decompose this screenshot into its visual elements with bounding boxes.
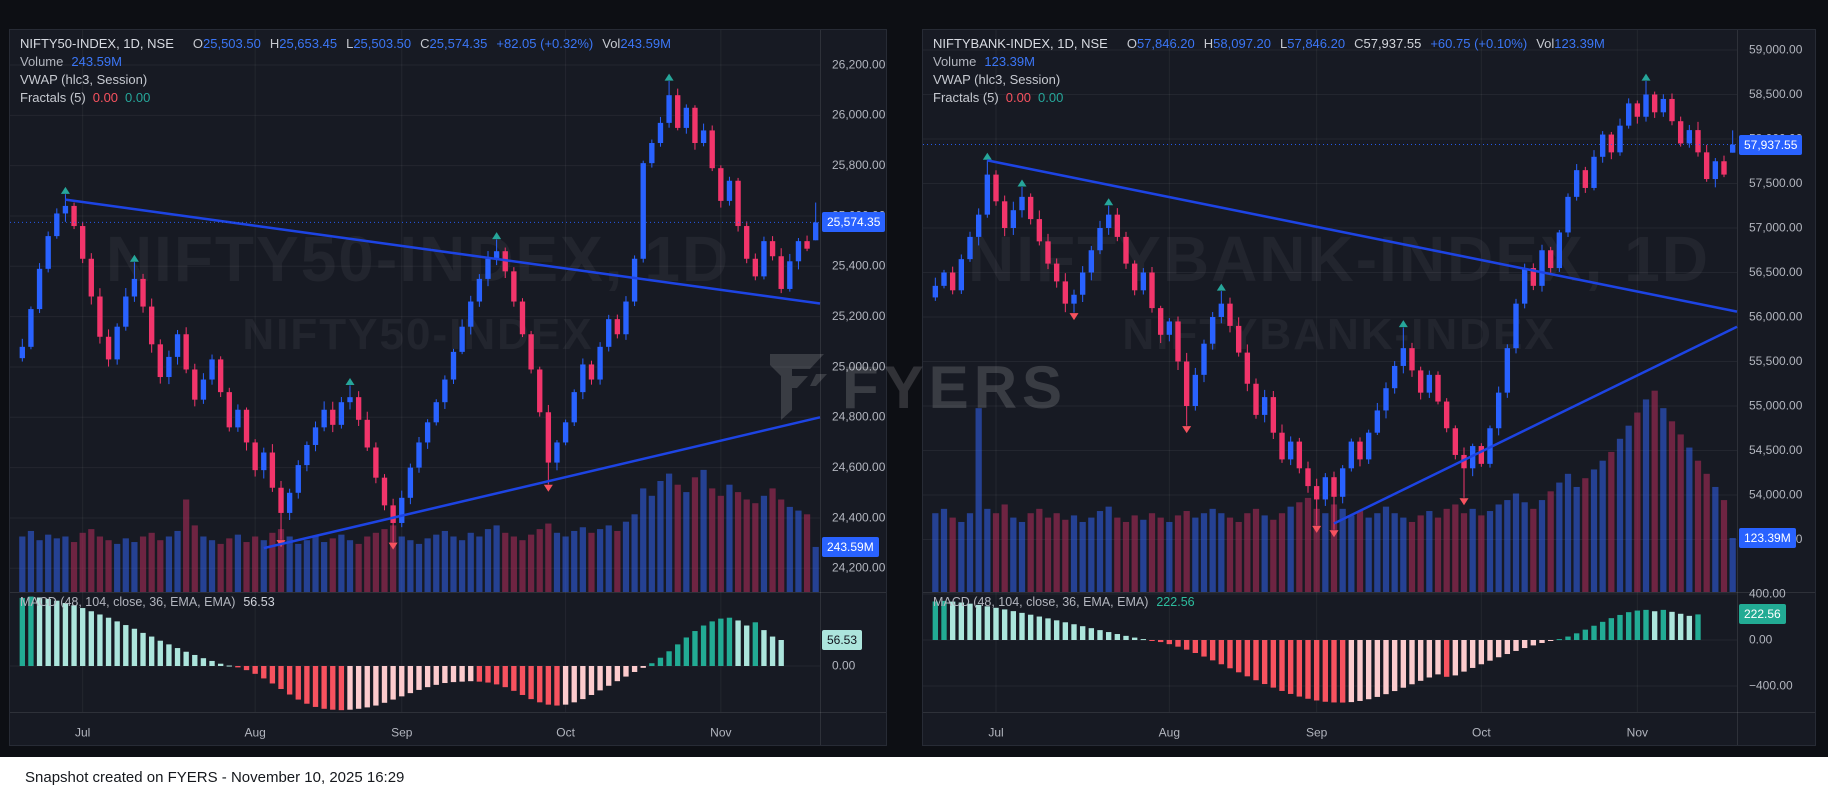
chart-legend: NIFTYBANK-INDEX, 1D, NSE O57,846.20 H58,09…	[933, 35, 1605, 107]
macd-legend-row: MACD (48, 104, close, 36, EMA, EMA) 222.5…	[933, 595, 1195, 609]
macd-legend-row: MACD (48, 104, close, 36, EMA, EMA) 56.53	[20, 595, 275, 609]
macd-indicator-value: 56.53	[243, 595, 275, 609]
low-label: L	[346, 36, 354, 51]
vol-label: Vol	[1536, 36, 1555, 51]
low-value: 25,503.50	[353, 36, 412, 51]
high-label: H	[1203, 36, 1214, 51]
volume-badge: 243.59M	[822, 536, 879, 557]
fractals-down-value: 0.00	[1005, 90, 1032, 105]
chart-panel-nifty50: NIFTY50-INDEX, 1D NIFTY50-INDEX NIFTY50-…	[9, 29, 887, 746]
fractals-up-value: 0.00	[1038, 90, 1064, 105]
volume-legend-row: Volume 243.59M	[20, 53, 671, 71]
macd-indicator-label[interactable]: MACD (48, 104, close, 36, EMA, EMA)	[20, 595, 236, 609]
close-value: 25,574.35	[429, 36, 488, 51]
macd-indicator-label[interactable]: MACD (48, 104, close, 36, EMA, EMA)	[933, 595, 1149, 609]
vol-value: 123.39M	[1554, 36, 1605, 51]
high-value: 25,653.45	[279, 36, 338, 51]
volume-indicator-label[interactable]: Volume	[20, 54, 64, 69]
vol-value: 243.59M	[620, 36, 671, 51]
symbol-title[interactable]: NIFTYBANK-INDEX, 1D, NSE	[933, 36, 1108, 51]
fractals-down-value: 0.00	[92, 90, 119, 105]
niftybank-chart-canvas[interactable]	[923, 30, 1815, 745]
high-value: 58,097.20	[1213, 36, 1272, 51]
vwap-legend-row: VWAP (hlc3, Session)	[20, 71, 671, 89]
vwap-indicator-label[interactable]: VWAP (hlc3, Session)	[933, 72, 1061, 87]
close-label: C	[420, 36, 430, 51]
close-value: 57,937.55	[1363, 36, 1422, 51]
low-label: L	[1280, 36, 1288, 51]
nifty50-chart-canvas[interactable]	[10, 30, 886, 745]
price-badge: 25,574.35	[822, 212, 886, 233]
open-value: 57,846.20	[1136, 36, 1195, 51]
price-badge: 57,937.55	[1739, 134, 1803, 155]
open-value: 25,503.50	[203, 36, 261, 51]
volume-indicator-value: 123.39M	[984, 54, 1035, 69]
macd-indicator-value: 222.56	[1156, 595, 1195, 609]
snapshot-note: Snapshot created on FYERS - November 10,…	[25, 769, 405, 786]
volume-indicator-label[interactable]: Volume	[933, 54, 977, 69]
low-value: 57,846.20	[1287, 36, 1346, 51]
fractals-legend-row: Fractals (5) 0.00 0.00	[20, 89, 671, 107]
snapshot-footer: Snapshot created on FYERS - November 10,…	[0, 757, 1828, 800]
open-label: O	[192, 36, 203, 51]
open-label: O	[1126, 36, 1137, 51]
volume-legend-row: Volume 123.39M	[933, 53, 1605, 71]
volume-indicator-value: 243.59M	[71, 54, 122, 69]
change-value: +82.05 (+0.32%)	[496, 36, 594, 51]
vol-label: Vol	[602, 36, 621, 51]
fractals-legend-row: Fractals (5) 0.00 0.00	[933, 89, 1605, 107]
fractals-up-value: 0.00	[125, 90, 151, 105]
symbol-header-row: NIFTY50-INDEX, 1D, NSE O25,503.50 H25,653.…	[20, 35, 671, 53]
chart-legend: NIFTY50-INDEX, 1D, NSE O25,503.50 H25,653.…	[20, 35, 671, 107]
macd-badge: 222.56	[1739, 604, 1786, 625]
symbol-title[interactable]: NIFTY50-INDEX, 1D, NSE	[20, 36, 174, 51]
volume-badge: 123.39M	[1739, 527, 1796, 548]
chart-panel-niftybank: NIFTYBANK-INDEX, 1D NIFTYBANK-INDEX NIFT…	[922, 29, 1816, 746]
close-label: C	[1354, 36, 1364, 51]
high-label: H	[269, 36, 280, 51]
change-value: +60.75 (+0.10%)	[1430, 36, 1528, 51]
fractals-indicator-label[interactable]: Fractals (5)	[20, 90, 86, 105]
vwap-legend-row: VWAP (hlc3, Session)	[933, 71, 1605, 89]
symbol-header-row: NIFTYBANK-INDEX, 1D, NSE O57,846.20 H58,09…	[933, 35, 1605, 53]
fractals-indicator-label[interactable]: Fractals (5)	[933, 90, 999, 105]
vwap-indicator-label[interactable]: VWAP (hlc3, Session)	[20, 72, 148, 87]
macd-badge: 56.53	[822, 629, 863, 650]
